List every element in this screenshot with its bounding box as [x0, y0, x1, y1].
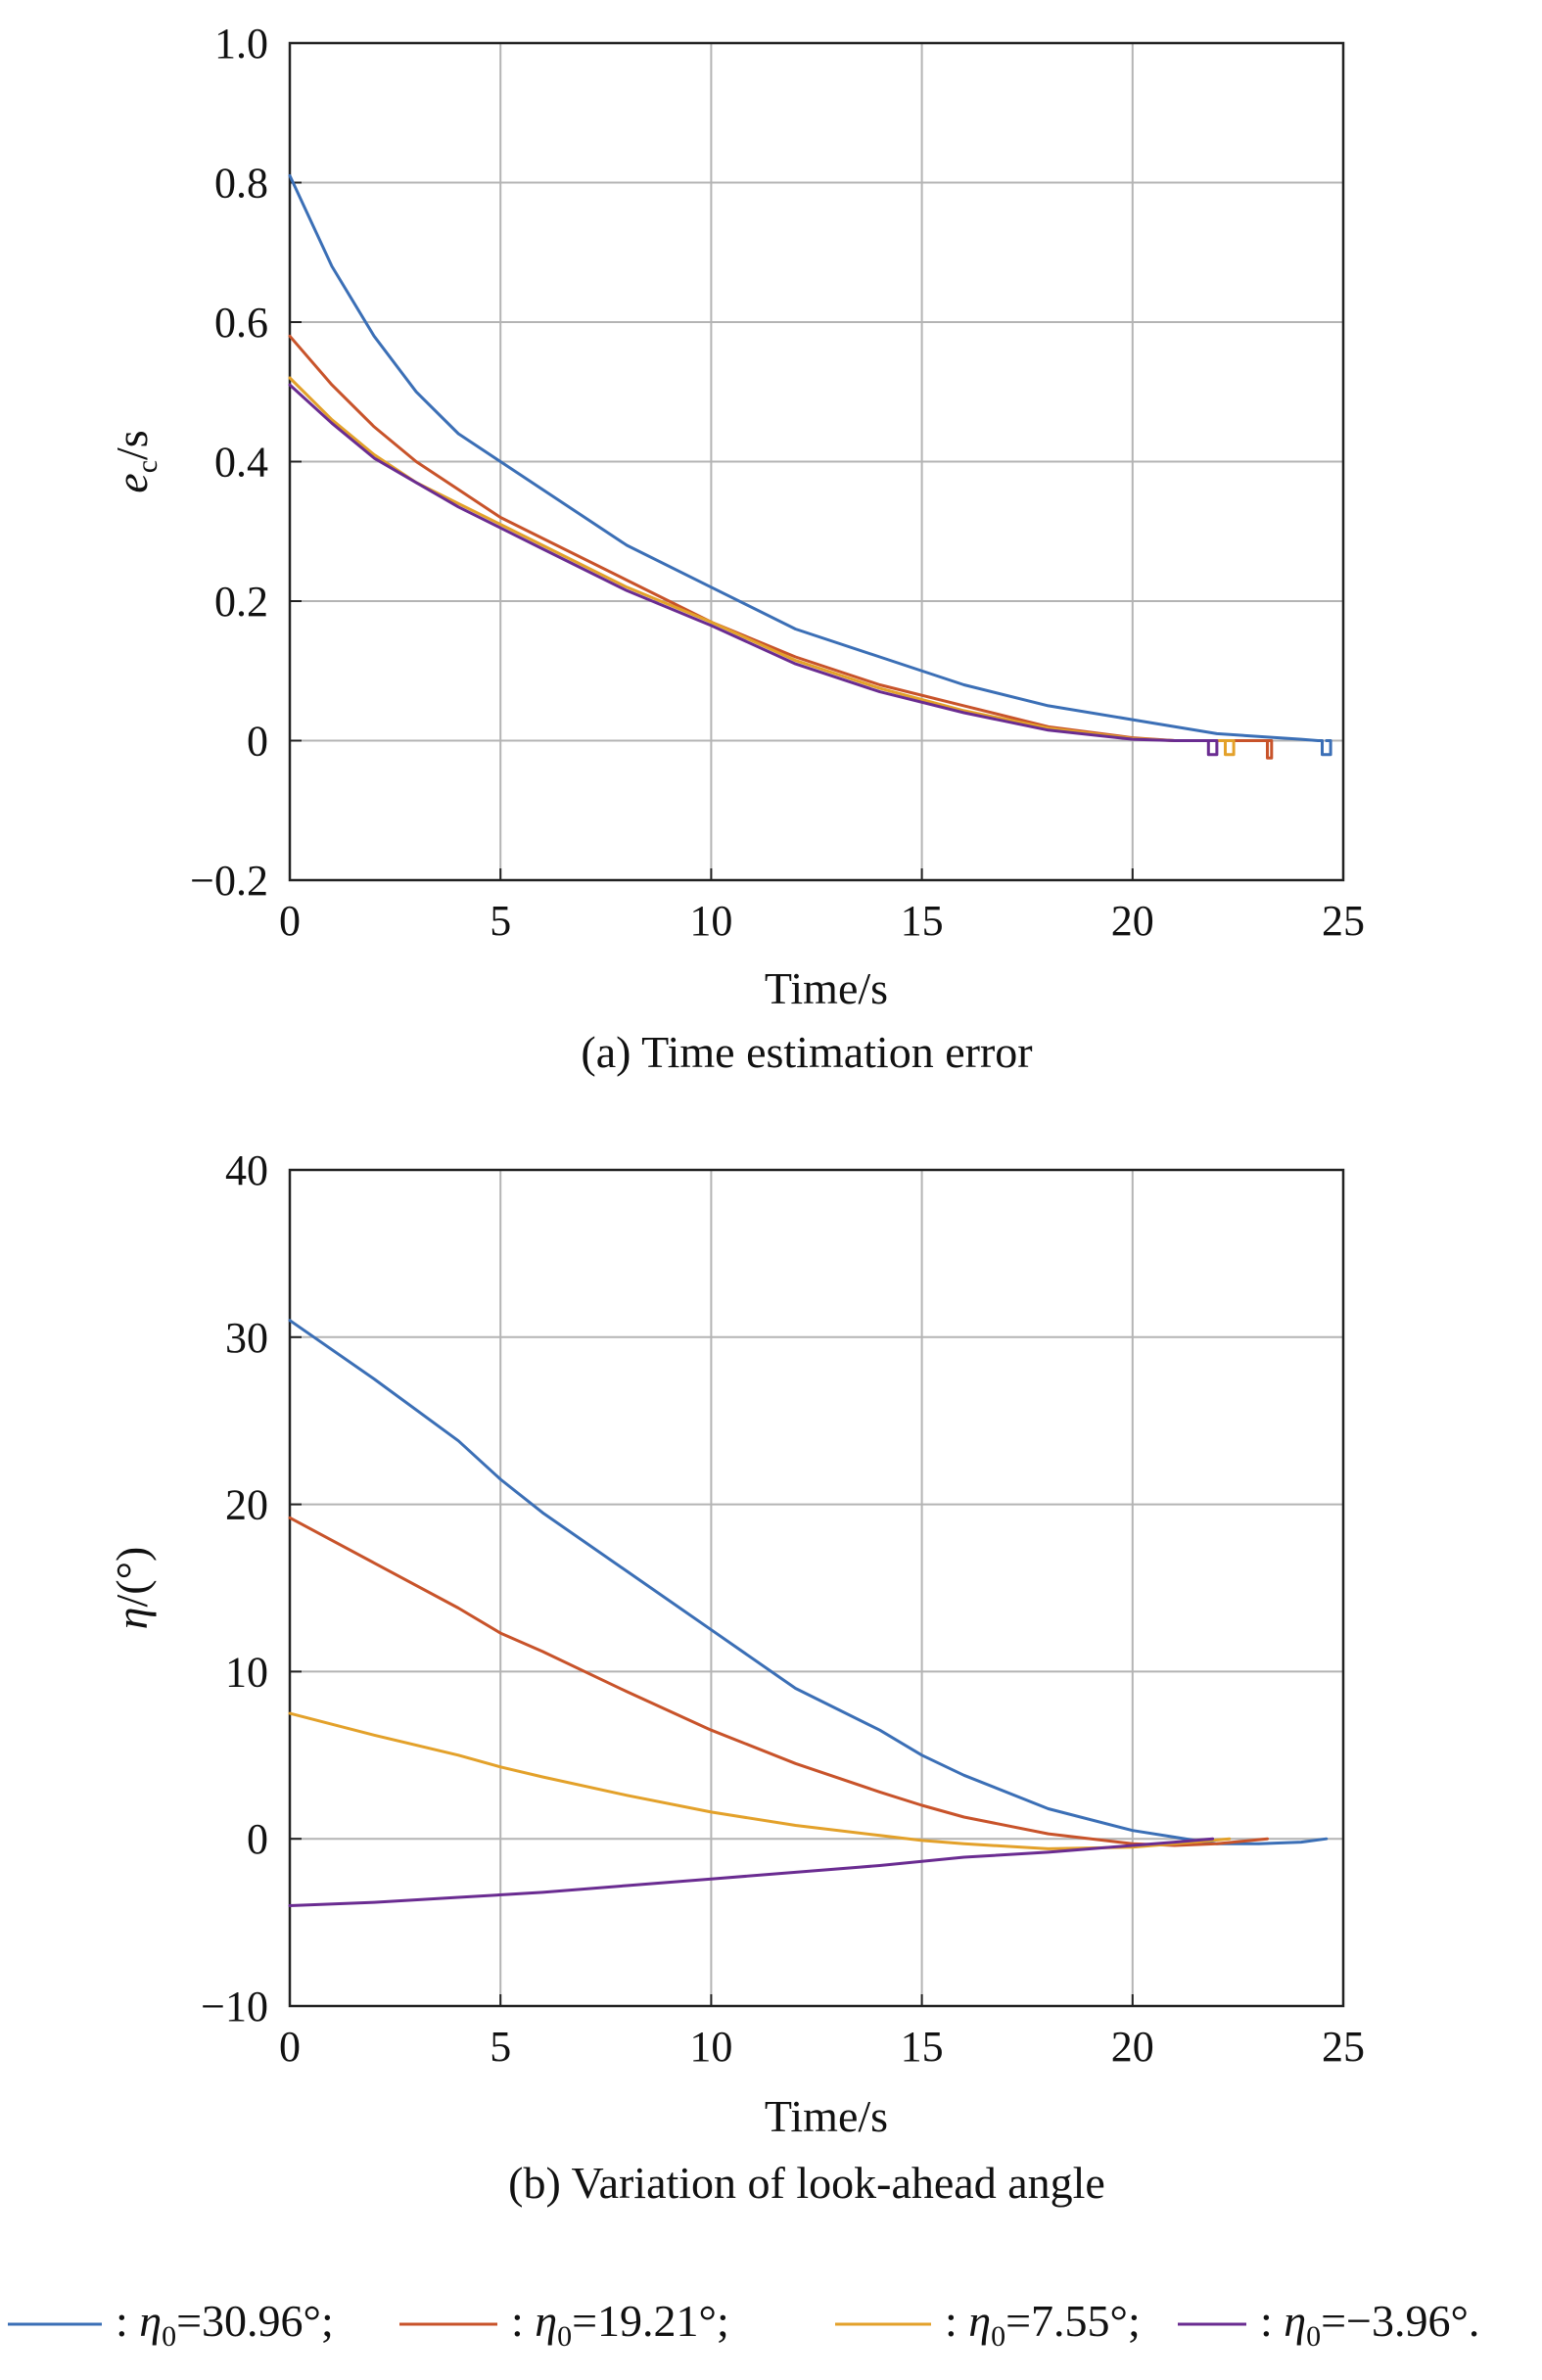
legend-label-3: : η0=7.55°;: [945, 2296, 1141, 2353]
x-tick-label: 5: [490, 897, 511, 945]
legend-label-2: : η0=19.21°;: [511, 2296, 729, 2353]
y-tick-label: 30: [225, 1314, 268, 1362]
legend: : η0=30.96°; : η0=19.21°; : η0=7.55°; : η0=…: [8, 2296, 1479, 2353]
x-tick-label: 25: [1322, 2023, 1365, 2071]
y-tick-label: 0.6: [214, 299, 268, 347]
x-tick-label: 15: [901, 897, 944, 945]
chart-a-time-estimation-error: 0 5 10 15 20 25−0.200.20.40.60.81.0Time/sec/s…: [107, 20, 1365, 1077]
y-tick-label: 40: [225, 1146, 268, 1194]
x-tick-label: 0: [279, 2023, 301, 2071]
series-line-1: [288, 1319, 1329, 1845]
legend-label-4: : η0=−3.96°.: [1260, 2296, 1479, 2353]
chart-caption: (b) Variation of look-ahead angle: [508, 2158, 1105, 2208]
x-axis-title: Time/s: [765, 963, 888, 1013]
x-tick-label: 10: [689, 897, 732, 945]
series-line-4: [288, 1837, 1215, 1907]
y-tick-label: 0.2: [214, 578, 268, 626]
y-tick-label: 0: [247, 718, 268, 766]
chart-caption: (a) Time estimation error: [581, 1027, 1032, 1077]
series-line-4: [288, 383, 1219, 757]
y-tick-label: 10: [225, 1648, 268, 1696]
x-axis-title: Time/s: [765, 2091, 888, 2141]
x-tick-label: 20: [1111, 897, 1154, 945]
legend-label-1: : η0=30.96°;: [116, 2296, 334, 2353]
y-tick-label: −10: [201, 1983, 268, 2030]
series-line-3: [288, 1711, 1232, 1850]
plot-frame: [288, 1168, 1345, 2008]
y-tick-label: 20: [225, 1481, 268, 1529]
y-axis-title: ec/s: [107, 430, 164, 492]
series-line-3: [288, 376, 1236, 757]
y-tick-label: 1.0: [214, 20, 268, 68]
y-tick-label: 0.4: [214, 439, 268, 487]
y-tick-label: 0: [247, 1815, 268, 1863]
series-line-1: [288, 173, 1332, 757]
y-tick-label: −0.2: [190, 857, 268, 905]
series-line-2: [288, 1516, 1269, 1847]
x-tick-label: 5: [490, 2023, 511, 2071]
x-tick-label: 20: [1111, 2023, 1154, 2071]
x-tick-label: 25: [1322, 897, 1365, 945]
y-tick-label: 0.8: [214, 160, 268, 208]
y-axis-title: η/(°): [107, 1547, 157, 1630]
x-tick-label: 10: [689, 2023, 732, 2071]
series-line-2: [288, 334, 1274, 760]
x-tick-label: 15: [901, 2023, 944, 2071]
x-tick-label: 0: [279, 897, 301, 945]
